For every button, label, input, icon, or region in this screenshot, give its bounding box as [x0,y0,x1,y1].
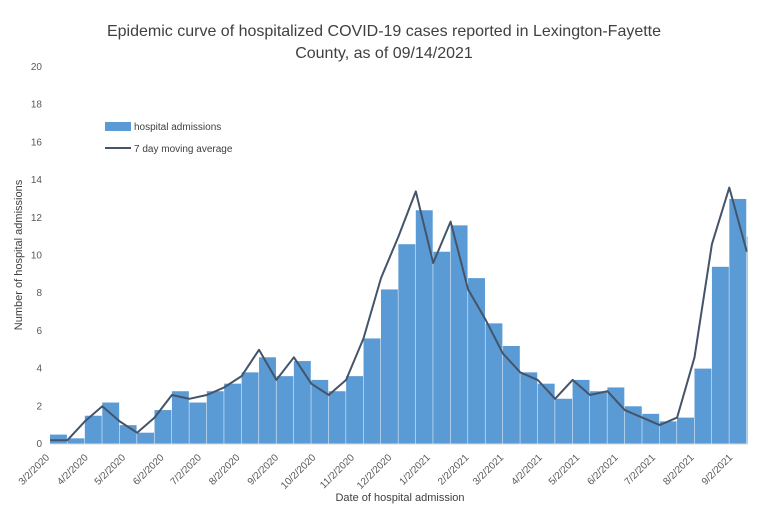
bar [259,357,276,444]
y-tick-label: 10 [31,251,43,262]
bar [468,278,485,444]
x-tick-label: 3/2/2020 [17,452,53,488]
x-tick-label: 5/2/2021 [547,452,583,488]
x-axis-ticks: 3/2/2020 4/2/2020 5/2/2020 6/2/2020 7/2/2020… [17,452,736,492]
x-tick-label: 8/2/2020 [207,452,243,488]
legend: hospital admissions 7 day moving average [105,122,233,155]
bar [293,361,311,444]
bar [729,198,747,444]
y-tick-label: 18 [31,100,43,111]
y-tick-label: 16 [31,137,43,148]
y-tick-label: 12 [31,213,43,224]
chart-title-line1: Epidemic curve of hospitalized COVID-19 … [107,23,661,40]
bar [485,323,503,444]
bar [189,402,207,444]
legend-bar-label: hospital admissions [134,122,221,133]
moving-average-layer [50,186,748,442]
y-tick-label: 14 [31,175,43,186]
bars-group [50,198,748,444]
x-tick-label: 11/2/2020 [318,452,357,491]
x-tick-label: 12/2/2020 [355,452,395,492]
y-tick-label: 4 [36,364,42,375]
x-tick-label: 7/2/2020 [169,452,205,488]
y-tick-label: 0 [36,439,42,450]
y-axis-label: Number of hospital admissions [13,179,25,330]
y-tick-label: 2 [36,401,42,412]
bar [694,368,712,444]
bar [450,225,468,444]
bar [572,379,590,444]
bar [346,376,364,444]
bar [711,266,729,444]
bar [380,289,398,444]
bar [363,338,381,444]
bar [171,391,189,444]
bar [67,438,85,444]
x-tick-label: 6/2/2021 [585,452,621,488]
x-tick-label: 5/2/2020 [93,452,129,488]
y-axis-ticks: 0 2 4 6 8 10 12 14 16 18 20 [31,62,43,450]
bar [241,372,259,444]
x-tick-label: 8/2/2021 [661,452,697,488]
legend-bar-swatch [105,122,131,131]
y-tick-label: 8 [36,288,42,299]
bar [677,417,694,444]
bar [520,372,538,444]
x-tick-label: 3/2/2021 [471,452,507,488]
bar [589,391,607,444]
bar [746,236,748,444]
bar [659,421,677,444]
bar [276,376,294,444]
x-tick-label: 9/2/2021 [700,452,736,488]
bar [537,383,555,444]
moving-average-line [50,186,748,442]
x-tick-label: 9/2/2020 [246,452,282,488]
bar [328,391,346,444]
bar [102,402,120,444]
bar [642,413,660,444]
x-tick-label: 2/2/2021 [436,452,472,488]
bar [607,387,625,444]
bar [433,251,451,444]
chart-title-line2: County, as of 09/14/2021 [295,45,473,62]
x-tick-label: 4/2/2021 [510,452,546,488]
bar [84,415,102,444]
bar [206,391,224,444]
x-tick-label: 10/2/2020 [279,452,319,492]
bar [311,379,329,444]
legend-line-label: 7 day moving average [134,144,233,155]
x-axis-label: Date of hospital admission [335,492,464,504]
y-tick-label: 6 [36,326,42,337]
x-tick-label: 1/2/2021 [398,452,434,488]
x-tick-label: 7/2/2021 [623,452,659,488]
bar [502,345,520,444]
bar [555,398,573,444]
bar [415,210,433,444]
bar [154,410,172,444]
bar [137,432,155,444]
y-tick-label: 20 [31,62,43,73]
bar [398,244,416,444]
bar [224,383,242,444]
x-tick-label: 6/2/2020 [131,452,167,488]
x-tick-label: 4/2/2020 [55,452,91,488]
